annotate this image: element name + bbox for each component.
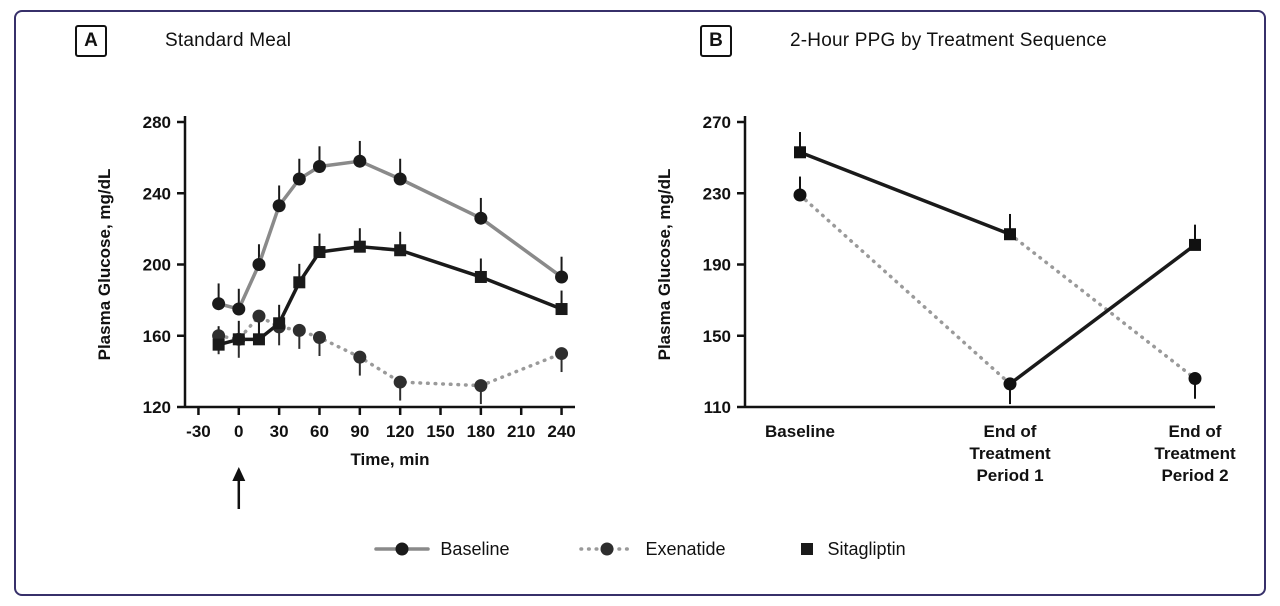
svg-text:280: 280 bbox=[143, 113, 171, 132]
svg-text:160: 160 bbox=[143, 327, 171, 346]
panel-b-label: B bbox=[700, 25, 732, 57]
svg-text:0: 0 bbox=[234, 422, 243, 441]
svg-text:90: 90 bbox=[350, 422, 369, 441]
svg-text:Period 1: Period 1 bbox=[976, 466, 1043, 485]
legend-label-exenatide: Exenatide bbox=[645, 538, 726, 559]
exenatide-line-marker-icon bbox=[579, 542, 636, 556]
svg-text:240: 240 bbox=[143, 184, 171, 203]
ppg-sequence-chart: 110 150 190 230 270 Plasma Glucose, mg/dL Base… bbox=[655, 113, 1236, 485]
panel-a-header: A Standard Meal bbox=[55, 25, 655, 57]
svg-text:-30: -30 bbox=[186, 422, 211, 441]
panel-a-title: Standard Meal bbox=[165, 30, 292, 51]
svg-text:Plasma Glucose, mg/dL: Plasma Glucose, mg/dL bbox=[655, 169, 674, 361]
svg-text:Plasma Glucose, mg/dL: Plasma Glucose, mg/dL bbox=[95, 169, 114, 361]
svg-text:180: 180 bbox=[467, 422, 495, 441]
svg-text:190: 190 bbox=[703, 256, 731, 275]
svg-text:200: 200 bbox=[143, 256, 171, 275]
chart-legend: Baseline Exenatide Sitagliptin bbox=[0, 538, 1280, 560]
legend-label-sitagliptin: Sitagliptin bbox=[827, 538, 906, 559]
svg-text:Baseline: Baseline bbox=[765, 422, 835, 441]
svg-text:60: 60 bbox=[310, 422, 329, 441]
legend-label-baseline: Baseline bbox=[440, 538, 510, 559]
svg-text:210: 210 bbox=[507, 422, 535, 441]
svg-text:Time, min: Time, min bbox=[350, 450, 429, 469]
panel-b-header: B 2-Hour PPG by Treatment Sequence bbox=[615, 25, 1265, 57]
svg-text:30: 30 bbox=[270, 422, 289, 441]
svg-text:110: 110 bbox=[704, 398, 731, 417]
panel-b-title: 2-Hour PPG by Treatment Sequence bbox=[790, 30, 1107, 51]
sitagliptin-marker-icon bbox=[800, 543, 813, 555]
svg-text:End of: End of bbox=[984, 422, 1037, 441]
svg-text:Treatment: Treatment bbox=[969, 444, 1051, 463]
baseline-line-marker-icon bbox=[374, 542, 431, 556]
svg-text:240: 240 bbox=[547, 422, 575, 441]
svg-text:Period 2: Period 2 bbox=[1161, 466, 1228, 485]
svg-text:150: 150 bbox=[426, 422, 454, 441]
standard-meal-chart: 120 160 200 240 280 -30 0 30 60 90 120 150 180 210 240… bbox=[95, 113, 576, 509]
svg-text:120: 120 bbox=[386, 422, 414, 441]
svg-text:Treatment: Treatment bbox=[1154, 444, 1236, 463]
panel-a-label: A bbox=[75, 25, 107, 57]
svg-text:230: 230 bbox=[703, 184, 731, 203]
panel-b: B 2-Hour PPG by Treatment Sequence 110 15… bbox=[615, 25, 1265, 497]
legend-item-exenatide: Exenatide bbox=[579, 538, 726, 560]
svg-text:270: 270 bbox=[703, 113, 731, 132]
legend-item-sitagliptin: Sitagliptin bbox=[796, 538, 906, 560]
svg-text:150: 150 bbox=[703, 327, 731, 346]
svg-text:120: 120 bbox=[143, 398, 171, 417]
svg-text:End of: End of bbox=[1169, 422, 1222, 441]
panel-a: A Standard Meal 120 160 200 240 280 -30 0 30 60 9… bbox=[55, 25, 655, 517]
legend-item-baseline: Baseline bbox=[374, 538, 509, 560]
